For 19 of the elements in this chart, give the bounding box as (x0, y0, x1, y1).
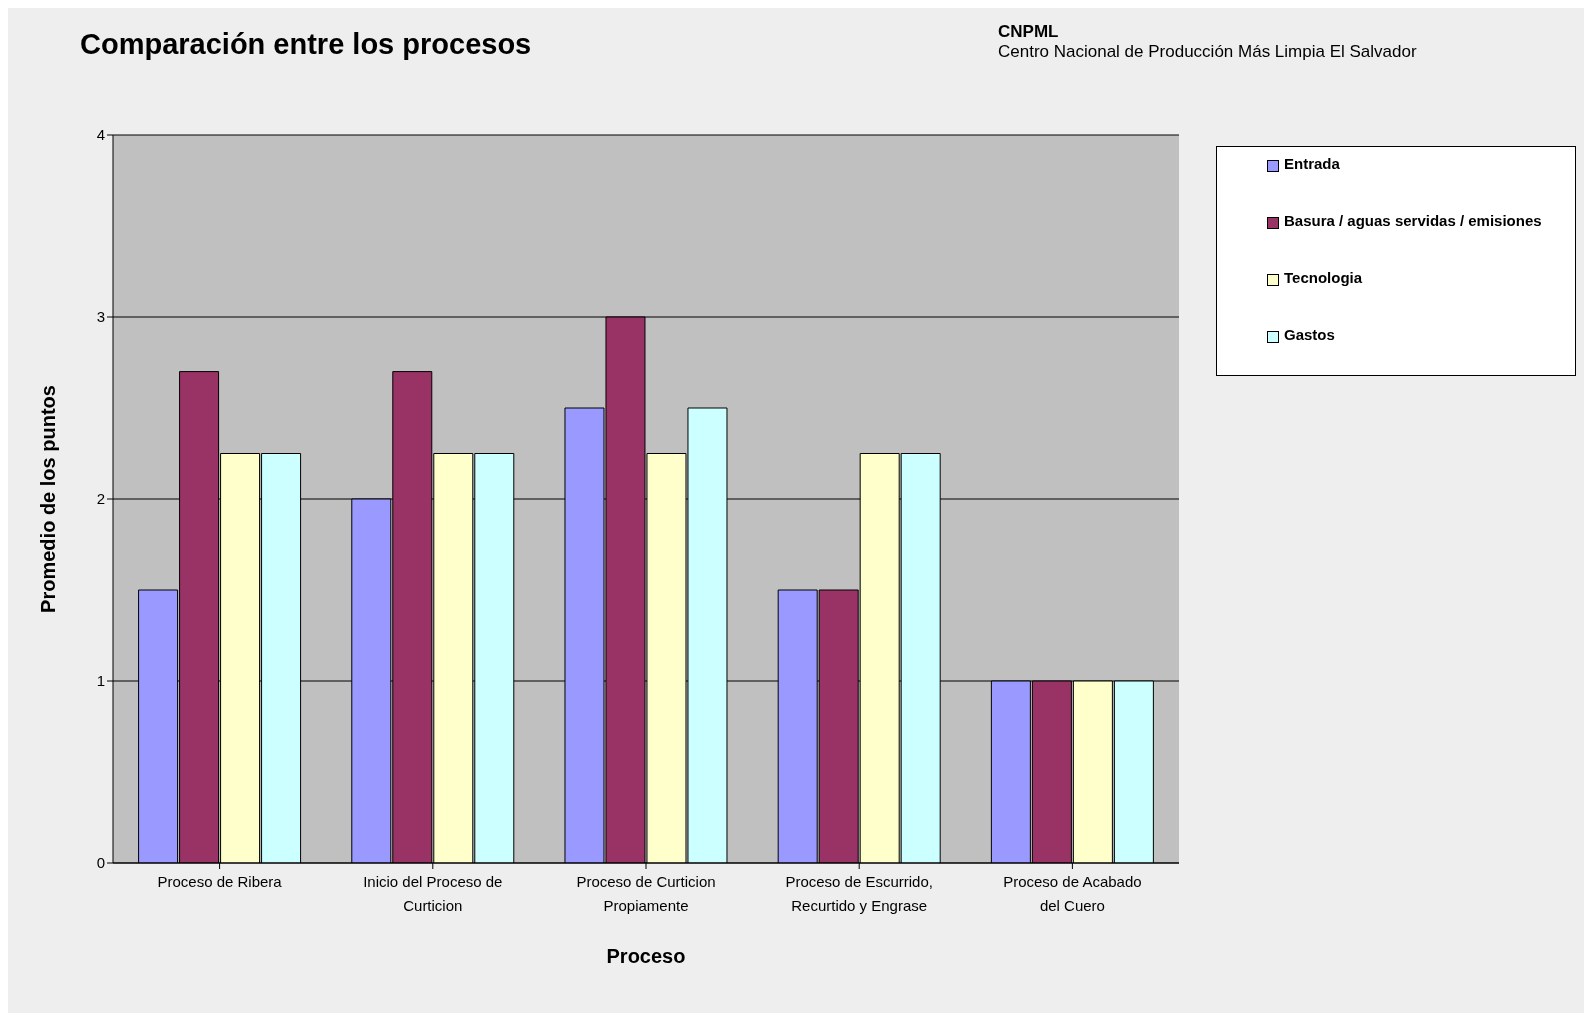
y-tick-label: 3 (96, 308, 105, 326)
x-axis-title: Proceso (606, 945, 686, 967)
y-tick-label: 2 (96, 490, 105, 508)
chart-title: Comparación entre los procesos (80, 28, 532, 61)
x-tick-label: Proceso de Escurrido, Recurtido y Engrase (785, 873, 933, 914)
legend-label: Entrada (1284, 155, 1341, 172)
legend-label: Tecnologia (1284, 269, 1364, 286)
x-tick-label: Proceso de Ribera (157, 873, 283, 890)
y-tick-label: 0 (96, 854, 105, 872)
x-tick-label: Proceso de Curticion Propiamente (576, 873, 716, 914)
y-tick-label: 1 (96, 672, 105, 690)
legend-label: Gastos (1284, 326, 1336, 343)
x-tick-label: Proceso de Acabado del Cuero (1003, 873, 1142, 914)
y-tick-label: 4 (96, 126, 105, 144)
y-axis-title: Promedio de los puntos (37, 385, 60, 613)
text: CNPML (998, 22, 1060, 42)
x-tick-label: Inicio del Proceso de Curticion (363, 873, 503, 914)
text: Centro Nacional de Producción Más Limpia El Salvador (998, 42, 1417, 62)
legend-label: Basura / aguas servidas / emisiones (1284, 212, 1543, 229)
